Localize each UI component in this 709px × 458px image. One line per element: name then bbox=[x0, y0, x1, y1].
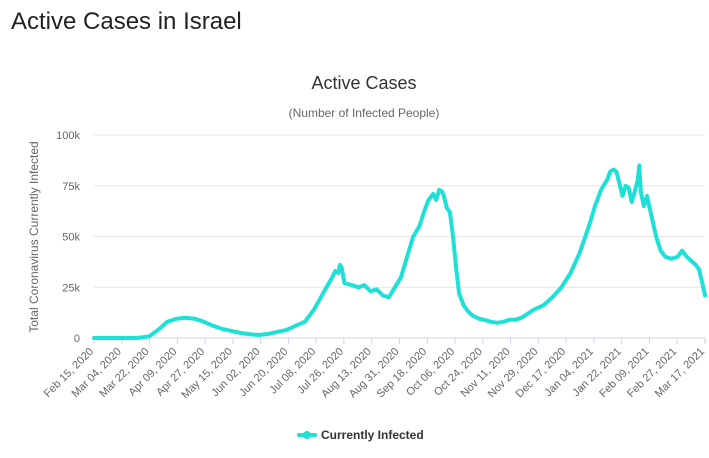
legend[interactable]: Currently Infected bbox=[297, 428, 424, 442]
y-axis-ticks: 0 25k 50k 75k 100k bbox=[56, 130, 80, 345]
chart-subtitle: (Number of Infected People) bbox=[289, 106, 440, 120]
series-line-currently-infected bbox=[92, 163, 707, 340]
y-tick-label: 0 bbox=[74, 333, 80, 345]
y-tick-label: 25k bbox=[62, 282, 80, 294]
y-axis-title: Total Coronavirus Currently Infected bbox=[27, 141, 41, 332]
y-gridlines bbox=[94, 134, 705, 339]
y-tick-label: 50k bbox=[62, 232, 80, 244]
legend-label: Currently Infected bbox=[321, 428, 424, 442]
legend-swatch-dot bbox=[303, 431, 311, 439]
x-tick-label: Mar 17, 2021 bbox=[653, 346, 707, 400]
y-tick-label: 100k bbox=[56, 130, 80, 142]
chart-title: Active Cases bbox=[311, 73, 416, 93]
series-layer bbox=[92, 163, 707, 340]
y-tick-label: 75k bbox=[62, 181, 80, 193]
page-heading: Active Cases in Israel bbox=[11, 8, 242, 35]
